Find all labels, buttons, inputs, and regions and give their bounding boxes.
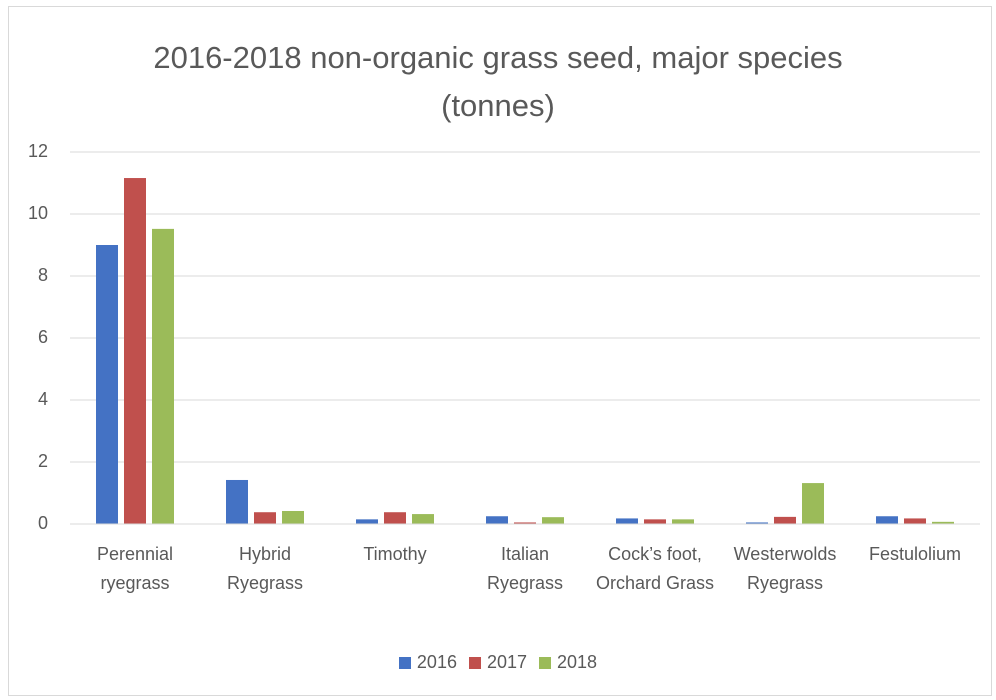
- y-tick-label: 4: [38, 389, 48, 409]
- x-tick-label: Festulolium: [868, 544, 962, 564]
- chart-frame: [8, 6, 992, 696]
- bar: [802, 483, 824, 524]
- x-tick-label: Hybrid Ryegrass: [226, 544, 304, 593]
- bar: [542, 517, 564, 524]
- legend: 2016 2017 2018: [0, 652, 996, 673]
- legend-swatch: [539, 656, 552, 669]
- bar: [282, 510, 304, 524]
- x-tick-label: Perennial ryegrass: [96, 544, 174, 593]
- y-tick-label: 8: [38, 265, 48, 285]
- bar: [356, 519, 378, 524]
- bar: [254, 512, 276, 524]
- x-tick-label: Westerwolds Ryegrass: [733, 544, 837, 593]
- bar: [774, 516, 796, 524]
- bar: [226, 479, 248, 524]
- y-tick-label: 10: [28, 203, 48, 223]
- bar: [96, 245, 118, 524]
- bar: [384, 512, 406, 524]
- bar: [672, 519, 694, 524]
- chart-title: 2016-2018 non-organic grass seed, major …: [153, 40, 843, 123]
- bar: [644, 519, 666, 524]
- bar: [616, 518, 638, 524]
- legend-item: 2018: [539, 652, 597, 673]
- bar: [904, 518, 926, 524]
- x-tick-label: Timothy: [363, 544, 427, 564]
- legend-label: 2017: [486, 652, 528, 672]
- bar: [514, 522, 536, 524]
- legend-swatch: [398, 656, 411, 669]
- x-tick-label: Cock’s foot, Orchard Grass: [595, 544, 715, 593]
- bar: [412, 514, 434, 524]
- y-tick-label: 0: [38, 513, 48, 533]
- bar: [876, 516, 898, 524]
- bar: [152, 228, 174, 524]
- bar: [746, 522, 768, 524]
- bar: [124, 178, 146, 525]
- y-tick-label: 12: [28, 141, 48, 161]
- bar: [932, 521, 954, 524]
- legend-swatch: [468, 656, 481, 669]
- x-tick-label: Italian Ryegrass: [486, 544, 564, 593]
- legend-label: 2016: [416, 652, 457, 672]
- bar: [486, 516, 508, 524]
- legend-label: 2018: [557, 652, 598, 672]
- legend-item: 2017: [468, 652, 528, 673]
- y-tick-label: 2: [38, 451, 48, 471]
- y-tick-label: 6: [38, 327, 48, 347]
- legend-item: 2016: [398, 652, 457, 673]
